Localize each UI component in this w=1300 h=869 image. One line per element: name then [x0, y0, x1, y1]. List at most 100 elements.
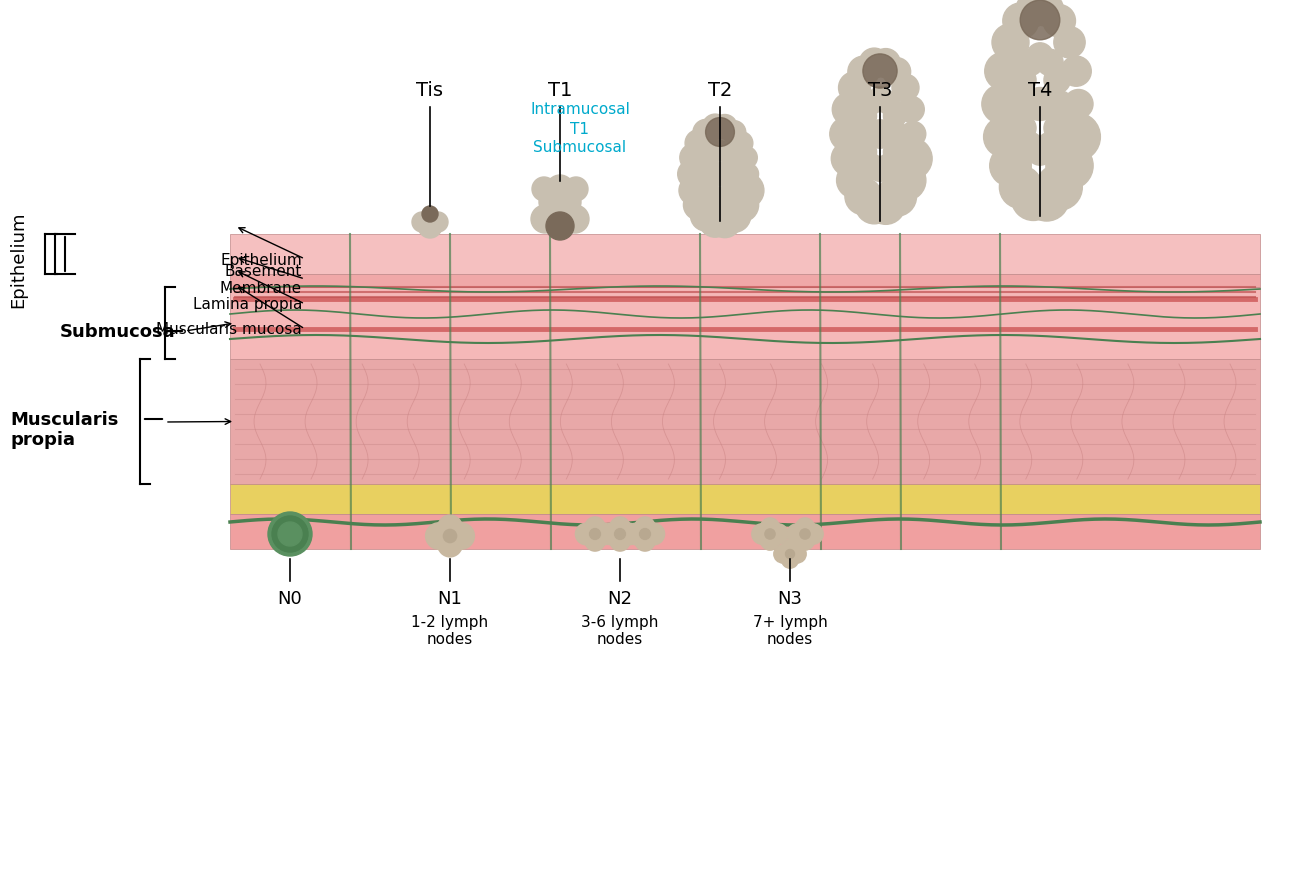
- Circle shape: [984, 117, 1024, 158]
- Circle shape: [644, 524, 664, 545]
- Circle shape: [984, 53, 1023, 91]
- Circle shape: [601, 524, 621, 545]
- Circle shape: [885, 123, 909, 146]
- Circle shape: [723, 122, 746, 145]
- Circle shape: [1061, 57, 1091, 87]
- Text: 7+ lymph
nodes: 7+ lymph nodes: [753, 614, 827, 647]
- Circle shape: [581, 520, 610, 548]
- Circle shape: [702, 115, 728, 140]
- Circle shape: [718, 200, 751, 233]
- Circle shape: [562, 206, 589, 234]
- Circle shape: [892, 75, 919, 103]
- Circle shape: [696, 165, 715, 184]
- Circle shape: [878, 92, 900, 115]
- Circle shape: [1023, 89, 1057, 122]
- Circle shape: [989, 146, 1031, 188]
- Circle shape: [1002, 4, 1039, 40]
- Text: T1: T1: [547, 81, 572, 99]
- Circle shape: [1036, 133, 1063, 160]
- Circle shape: [420, 209, 439, 229]
- Circle shape: [1000, 167, 1043, 209]
- Circle shape: [703, 144, 723, 163]
- Circle shape: [855, 187, 893, 224]
- Circle shape: [677, 161, 706, 189]
- Polygon shape: [230, 235, 1260, 275]
- Text: Muscularis mucosa: Muscularis mucosa: [156, 322, 302, 337]
- Circle shape: [610, 532, 630, 552]
- Circle shape: [1027, 140, 1053, 166]
- Circle shape: [800, 529, 810, 540]
- Text: Intramucosal: Intramucosal: [530, 103, 630, 117]
- Circle shape: [863, 55, 897, 89]
- Circle shape: [1010, 68, 1036, 94]
- Circle shape: [883, 58, 910, 87]
- Circle shape: [640, 529, 650, 540]
- Circle shape: [1017, 133, 1044, 160]
- Circle shape: [757, 521, 784, 548]
- Circle shape: [530, 206, 559, 234]
- Circle shape: [1036, 50, 1063, 76]
- Circle shape: [718, 144, 737, 163]
- Circle shape: [443, 530, 456, 543]
- Circle shape: [725, 165, 744, 184]
- Circle shape: [532, 178, 556, 202]
- Circle shape: [868, 159, 892, 182]
- Circle shape: [278, 522, 302, 547]
- Circle shape: [1054, 28, 1086, 59]
- Text: Submucosa: Submucosa: [60, 322, 176, 341]
- Circle shape: [425, 523, 452, 549]
- Text: N3: N3: [777, 589, 802, 607]
- Circle shape: [412, 213, 432, 233]
- Circle shape: [1044, 116, 1070, 142]
- Circle shape: [729, 174, 764, 209]
- Circle shape: [1030, 0, 1063, 27]
- Circle shape: [859, 49, 889, 79]
- Circle shape: [992, 24, 1030, 62]
- Text: N2: N2: [607, 589, 633, 607]
- Circle shape: [585, 532, 604, 552]
- Circle shape: [837, 163, 872, 199]
- Circle shape: [885, 161, 926, 202]
- Circle shape: [803, 524, 823, 545]
- Polygon shape: [230, 514, 1260, 549]
- Circle shape: [871, 50, 901, 78]
- Circle shape: [706, 118, 734, 147]
- Circle shape: [788, 546, 806, 563]
- Circle shape: [1046, 92, 1072, 118]
- Circle shape: [1044, 68, 1070, 94]
- Text: N0: N0: [278, 589, 303, 607]
- Text: 3-6 lymph
nodes: 3-6 lymph nodes: [581, 614, 659, 647]
- Circle shape: [829, 118, 863, 152]
- Circle shape: [1008, 92, 1034, 118]
- Circle shape: [901, 123, 926, 148]
- Circle shape: [718, 186, 737, 205]
- Circle shape: [540, 189, 566, 216]
- Circle shape: [685, 130, 712, 157]
- Circle shape: [854, 105, 876, 129]
- Circle shape: [419, 215, 442, 239]
- Circle shape: [724, 189, 759, 222]
- Circle shape: [708, 163, 732, 187]
- Circle shape: [1046, 143, 1093, 190]
- Circle shape: [868, 88, 892, 110]
- Circle shape: [786, 524, 807, 545]
- Circle shape: [564, 178, 588, 202]
- Circle shape: [768, 524, 788, 545]
- Circle shape: [684, 190, 714, 221]
- Circle shape: [680, 144, 707, 172]
- Circle shape: [876, 177, 916, 217]
- Circle shape: [438, 533, 462, 557]
- Circle shape: [1036, 165, 1083, 211]
- Circle shape: [852, 123, 875, 146]
- Text: T2: T2: [707, 81, 732, 99]
- Circle shape: [774, 546, 792, 563]
- Text: T4: T4: [1028, 81, 1052, 99]
- Text: Lamina propia: Lamina propia: [192, 297, 302, 312]
- Circle shape: [982, 85, 1020, 124]
- Circle shape: [576, 524, 597, 545]
- Circle shape: [699, 206, 731, 238]
- Circle shape: [546, 213, 575, 241]
- Circle shape: [861, 155, 883, 177]
- Polygon shape: [230, 288, 1260, 360]
- Circle shape: [636, 532, 655, 552]
